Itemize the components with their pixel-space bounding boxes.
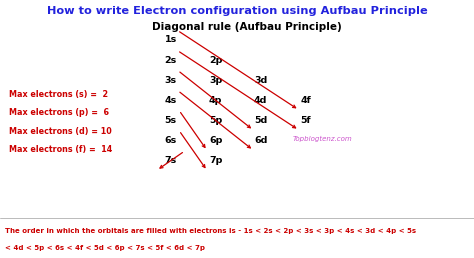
Text: 3p: 3p	[209, 76, 222, 85]
Text: 6s: 6s	[164, 136, 177, 145]
Text: Max electrons (f) =  14: Max electrons (f) = 14	[9, 146, 113, 154]
Text: 1s: 1s	[164, 36, 177, 44]
Text: 4p: 4p	[209, 96, 222, 105]
Text: 7s: 7s	[164, 156, 177, 165]
Text: 3s: 3s	[164, 76, 177, 85]
Text: 4d: 4d	[254, 96, 267, 105]
Text: The order in which the orbitals are filled with electrons is - 1s < 2s < 2p < 3s: The order in which the orbitals are fill…	[5, 228, 416, 234]
Text: Diagonal rule (Aufbau Principle): Diagonal rule (Aufbau Principle)	[152, 22, 341, 32]
Text: 2p: 2p	[209, 56, 222, 64]
Text: How to write Electron configuration using Aufbau Principle: How to write Electron configuration usin…	[46, 6, 428, 17]
Text: 6p: 6p	[209, 136, 222, 145]
Text: 5f: 5f	[301, 116, 311, 125]
Text: Max electrons (d) = 10: Max electrons (d) = 10	[9, 127, 112, 136]
Text: 2s: 2s	[164, 56, 177, 64]
Text: 4f: 4f	[301, 96, 311, 105]
Text: 6d: 6d	[254, 136, 267, 145]
Text: Max electrons (s) =  2: Max electrons (s) = 2	[9, 90, 109, 99]
Text: < 4d < 5p < 6s < 4f < 5d < 6p < 7s < 5f < 6d < 7p: < 4d < 5p < 6s < 4f < 5d < 6p < 7s < 5f …	[5, 245, 205, 251]
Text: 4s: 4s	[164, 96, 177, 105]
Text: Max electrons (p) =  6: Max electrons (p) = 6	[9, 108, 109, 117]
Text: 7p: 7p	[209, 156, 222, 165]
Text: 5p: 5p	[209, 116, 222, 125]
Text: 3d: 3d	[254, 76, 267, 85]
Text: Topblogtenz.com: Topblogtenz.com	[292, 136, 352, 142]
Text: 5s: 5s	[164, 116, 177, 125]
Text: 5d: 5d	[254, 116, 267, 125]
